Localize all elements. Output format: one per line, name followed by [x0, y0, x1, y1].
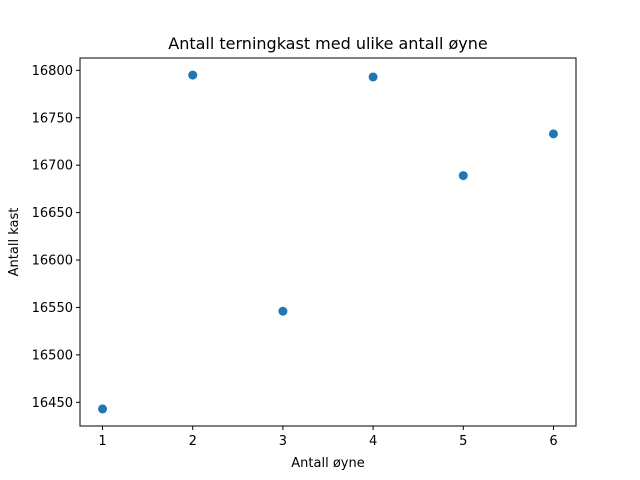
x-tick-label: 1: [98, 434, 106, 449]
x-tick-label: 2: [189, 434, 197, 449]
y-tick-label: 16700: [32, 159, 73, 174]
x-tick-label: 3: [279, 434, 287, 449]
x-tick-label: 5: [459, 434, 467, 449]
data-point: [188, 70, 198, 80]
data-point: [278, 306, 288, 316]
x-axis-label: Antall øyne: [291, 456, 364, 471]
data-point: [548, 129, 558, 139]
chart-title: Antall terningkast med ulike antall øyne: [168, 34, 488, 53]
y-tick-label: 16550: [32, 301, 73, 316]
y-tick-label: 16500: [32, 348, 73, 363]
y-tick-label: 16450: [32, 396, 73, 411]
data-point: [458, 171, 468, 181]
y-axis-label: Antall kast: [7, 208, 22, 277]
y-tick-label: 16800: [32, 64, 73, 79]
x-tick-label: 4: [369, 434, 377, 449]
data-point: [98, 404, 108, 414]
data-point: [368, 72, 378, 82]
y-tick-label: 16650: [32, 206, 73, 221]
y-tick-label: 16750: [32, 111, 73, 126]
y-tick-label: 16600: [32, 254, 73, 269]
axes-frame: [79, 57, 577, 427]
plot-area: 1 2 3 4 5 6 16450 16500 16550 16600 16650 16700 1675…: [32, 64, 558, 449]
x-tick-label: 6: [549, 434, 557, 449]
